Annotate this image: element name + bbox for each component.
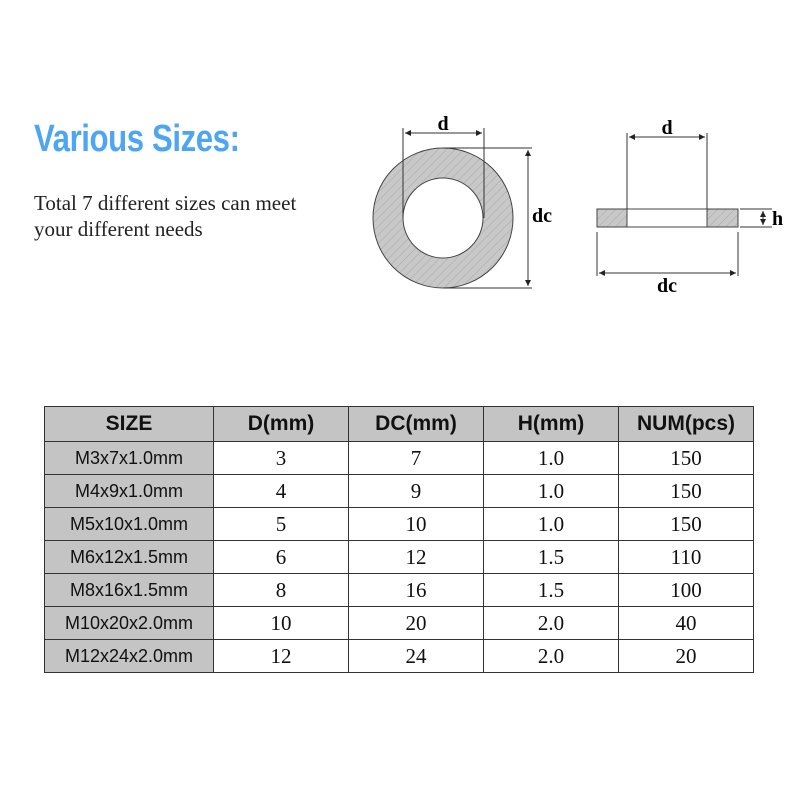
description-line: Total 7 different sizes can meet	[34, 191, 297, 215]
column-header: NUM(pcs)	[618, 406, 754, 442]
column-header: DC(mm)	[348, 406, 484, 442]
washer-diagram: d dc d dc h	[372, 113, 783, 297]
table-cell: 12	[213, 639, 349, 673]
label-d: d	[437, 113, 448, 135]
table-cell: 150	[618, 474, 754, 508]
table-cell: 1.5	[483, 573, 619, 607]
table-cell: 1.0	[483, 507, 619, 541]
table-cell: M12x24x2.0mm	[44, 639, 214, 673]
table-cell: 20	[348, 606, 484, 640]
table-cell: 16	[348, 573, 484, 607]
table-row: M5x10x1.0mm 5 10 1.0 150	[44, 507, 754, 541]
label-d: d	[661, 117, 672, 139]
column-header: H(mm)	[483, 406, 619, 442]
label-dc: dc	[532, 205, 552, 227]
page-title: Various Sizes:	[34, 118, 240, 160]
table-cell: 10	[348, 507, 484, 541]
label-dc: dc	[657, 275, 677, 297]
table-row: M6x12x1.5mm 6 12 1.5 110	[44, 540, 754, 574]
table-cell: 1.0	[483, 441, 619, 475]
table-cell: M4x9x1.0mm	[44, 474, 214, 508]
table-cell: 2.0	[483, 639, 619, 673]
table-cell: M8x16x1.5mm	[44, 573, 214, 607]
table-cell: 100	[618, 573, 754, 607]
table-cell: 3	[213, 441, 349, 475]
table-cell: 110	[618, 540, 754, 574]
table-row: M3x7x1.0mm 3 7 1.0 150	[44, 441, 754, 475]
table-cell: 5	[213, 507, 349, 541]
table-row: M10x20x2.0mm 10 20 2.0 40	[44, 606, 754, 640]
table-cell: 10	[213, 606, 349, 640]
column-header: SIZE	[44, 406, 214, 442]
table-cell: 2.0	[483, 606, 619, 640]
washer-top-view: d dc	[372, 113, 552, 289]
table-cell: 7	[348, 441, 484, 475]
table-cell: 20	[618, 639, 754, 673]
table-cell: 24	[348, 639, 484, 673]
table-cell: 4	[213, 474, 349, 508]
table-cell: 1.0	[483, 474, 619, 508]
description-line: your different needs	[34, 217, 203, 241]
label-h: h	[772, 208, 783, 230]
table-cell: 8	[213, 573, 349, 607]
table-header-row: SIZE D(mm) DC(mm) H(mm) NUM(pcs)	[44, 406, 754, 442]
table-row: M12x24x2.0mm 12 24 2.0 20	[44, 639, 754, 673]
table-row: M8x16x1.5mm 8 16 1.5 100	[44, 573, 754, 607]
table-cell: 150	[618, 507, 754, 541]
table-row: M4x9x1.0mm 4 9 1.0 150	[44, 474, 754, 508]
washer-side-view: d dc h	[596, 117, 783, 297]
column-header: D(mm)	[213, 406, 349, 442]
table-cell: M6x12x1.5mm	[44, 540, 214, 574]
table-cell: M5x10x1.0mm	[44, 507, 214, 541]
table-cell: M10x20x2.0mm	[44, 606, 214, 640]
table-cell: 9	[348, 474, 484, 508]
table-cell: 6	[213, 540, 349, 574]
table-cell: 12	[348, 540, 484, 574]
description: Total 7 different sizes can meet your di…	[34, 190, 296, 242]
table-cell: M3x7x1.0mm	[44, 441, 214, 475]
size-table: SIZE D(mm) DC(mm) H(mm) NUM(pcs) M3x7x1.0mm 3…	[44, 406, 754, 673]
table-cell: 150	[618, 441, 754, 475]
table-cell: 40	[618, 606, 754, 640]
table-cell: 1.5	[483, 540, 619, 574]
